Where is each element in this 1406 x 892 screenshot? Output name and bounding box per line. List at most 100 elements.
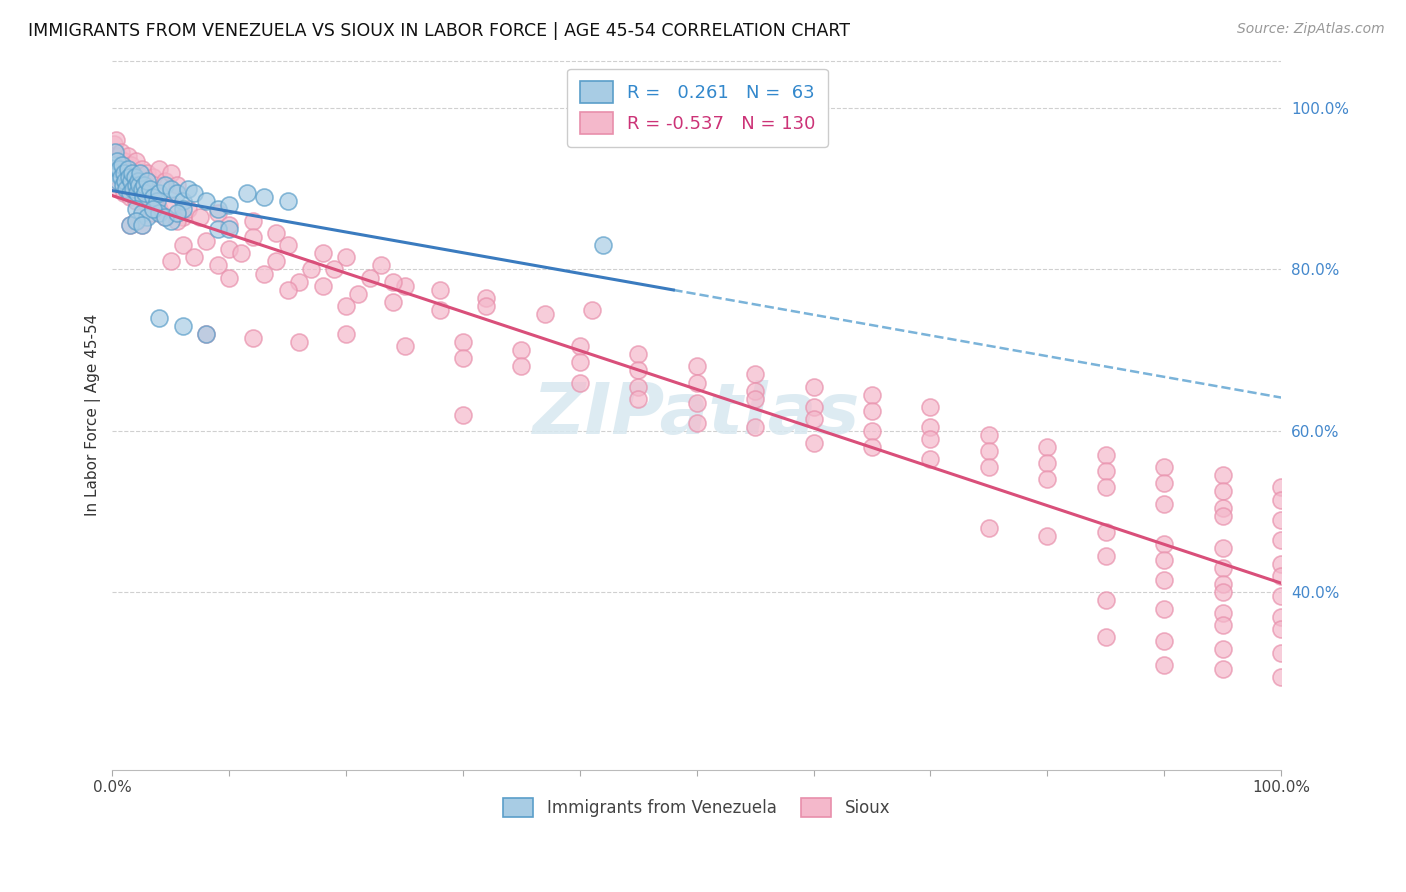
Point xyxy=(288,275,311,289)
Point xyxy=(136,166,159,180)
Point xyxy=(110,169,132,184)
Point xyxy=(153,178,176,192)
Point xyxy=(1094,464,1116,478)
Point xyxy=(218,222,240,236)
Point xyxy=(860,424,883,438)
Point xyxy=(627,363,650,377)
Point xyxy=(236,186,259,200)
Point xyxy=(920,420,942,434)
Point xyxy=(117,161,139,176)
Point xyxy=(218,198,240,212)
Point xyxy=(131,218,153,232)
Point xyxy=(1212,541,1234,555)
Point xyxy=(1212,561,1234,575)
Point xyxy=(347,286,370,301)
Point xyxy=(475,291,498,305)
Point xyxy=(627,379,650,393)
Point xyxy=(803,436,825,450)
Point xyxy=(242,214,264,228)
Point xyxy=(172,238,194,252)
Point xyxy=(744,420,766,434)
Point xyxy=(117,149,139,163)
Point xyxy=(1270,513,1292,527)
Point xyxy=(920,452,942,467)
Point xyxy=(803,379,825,393)
Point xyxy=(1153,574,1175,588)
Point xyxy=(132,178,155,192)
Point xyxy=(160,166,183,180)
Point xyxy=(194,327,217,342)
Point xyxy=(359,270,381,285)
Point xyxy=(1094,448,1116,462)
Point xyxy=(125,214,148,228)
Point xyxy=(207,206,229,220)
Point xyxy=(475,299,498,313)
Point xyxy=(118,218,141,232)
Point xyxy=(166,178,188,192)
Point xyxy=(172,318,194,333)
Point xyxy=(242,331,264,345)
Point xyxy=(510,343,533,358)
Point xyxy=(207,259,229,273)
Point xyxy=(107,182,129,196)
Point xyxy=(1153,497,1175,511)
Point xyxy=(592,238,614,252)
Point xyxy=(1212,662,1234,676)
Point xyxy=(104,166,127,180)
Point xyxy=(299,262,322,277)
Point xyxy=(118,169,141,184)
Point xyxy=(1094,630,1116,644)
Point xyxy=(860,387,883,401)
Point xyxy=(686,395,709,409)
Y-axis label: In Labor Force | Age 45-54: In Labor Force | Age 45-54 xyxy=(86,314,101,516)
Point xyxy=(142,202,165,216)
Point xyxy=(1153,658,1175,673)
Point xyxy=(510,359,533,374)
Point xyxy=(977,444,1000,458)
Point xyxy=(264,254,287,268)
Point xyxy=(1036,440,1059,454)
Point xyxy=(1270,646,1292,660)
Point xyxy=(139,182,162,196)
Point xyxy=(105,153,128,168)
Point xyxy=(153,210,176,224)
Point xyxy=(112,166,135,180)
Point xyxy=(1153,553,1175,567)
Point xyxy=(977,428,1000,442)
Point xyxy=(277,194,299,208)
Point xyxy=(451,335,474,350)
Point xyxy=(627,392,650,406)
Point xyxy=(120,174,142,188)
Point xyxy=(568,355,591,369)
Point xyxy=(148,202,170,216)
Point xyxy=(131,161,153,176)
Point xyxy=(134,186,156,200)
Point xyxy=(183,251,205,265)
Point xyxy=(1212,468,1234,483)
Point xyxy=(744,392,766,406)
Point xyxy=(103,137,125,152)
Point xyxy=(194,194,217,208)
Point xyxy=(381,275,404,289)
Point xyxy=(335,327,357,342)
Point xyxy=(194,327,217,342)
Point xyxy=(627,347,650,361)
Point xyxy=(131,206,153,220)
Point xyxy=(1270,492,1292,507)
Point xyxy=(120,157,142,171)
Point xyxy=(104,133,127,147)
Point xyxy=(288,335,311,350)
Point xyxy=(160,182,183,196)
Point xyxy=(131,218,153,232)
Point xyxy=(394,278,416,293)
Point xyxy=(125,214,148,228)
Point xyxy=(110,145,132,160)
Point xyxy=(129,166,152,180)
Point xyxy=(146,194,169,208)
Point xyxy=(1270,622,1292,636)
Point xyxy=(1153,460,1175,475)
Point xyxy=(1153,633,1175,648)
Point xyxy=(381,294,404,309)
Point xyxy=(1212,577,1234,591)
Point xyxy=(1153,537,1175,551)
